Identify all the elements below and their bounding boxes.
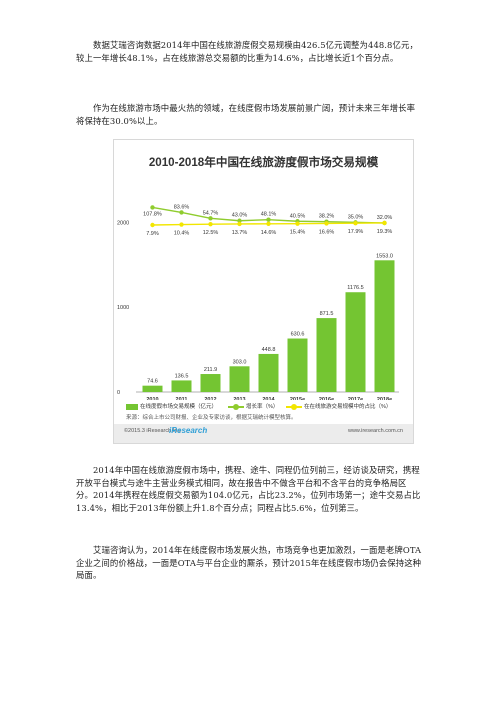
growth-rate-point bbox=[237, 218, 242, 223]
share-label: 10.4% bbox=[174, 231, 190, 237]
bar bbox=[345, 292, 366, 392]
share-point bbox=[208, 221, 213, 227]
bar-value-label: 136.5 bbox=[175, 373, 189, 379]
bar bbox=[258, 353, 279, 392]
x-tick-label: 2015e bbox=[290, 397, 305, 400]
share-label: 14.6% bbox=[261, 230, 277, 236]
chart-source: 来源：综合上市公司财报、企业及专家访谈，根据艾瑞统计模型核算。 bbox=[126, 415, 297, 421]
bar-value-label: 1553.0 bbox=[376, 253, 393, 259]
bar-value-label: 74.6 bbox=[147, 379, 158, 385]
bar-value-label: 448.8 bbox=[262, 347, 276, 353]
chart-svg: 0 1000 2000 74.6 136.5 211.9 303.0 448.8 630.6 87… bbox=[117, 204, 399, 400]
chart-figure: 2010-2018年中国在线旅游度假市场交易规模 0 1000 2000 74.6 13… bbox=[113, 139, 414, 444]
growth-rate-point bbox=[266, 217, 271, 222]
bar bbox=[171, 380, 192, 392]
bar-value-label: 1176.5 bbox=[347, 285, 363, 291]
share-label: 15.4% bbox=[290, 230, 306, 236]
legend-label-share: 在在线旅游交易规模中的占比（%） bbox=[304, 404, 392, 410]
legend-swatch-share bbox=[286, 403, 302, 410]
growth-rate-label: 43.0% bbox=[232, 213, 248, 219]
share-point bbox=[295, 221, 300, 226]
legend-swatch-growth bbox=[228, 403, 244, 410]
paragraph-1: 数据艾瑞咨询数据2014年中国在线旅游度假交易规模由426.5亿元调整为448.… bbox=[76, 40, 418, 63]
chart-footer: ©2015.3 iResearch Inc. iResearch www.ire… bbox=[114, 424, 413, 443]
x-tick-label: 2012 bbox=[204, 397, 216, 400]
bar bbox=[200, 374, 221, 392]
legend-label-growth: 增长率（%） bbox=[246, 404, 279, 410]
share-point bbox=[382, 220, 387, 226]
bar bbox=[142, 385, 163, 392]
paragraph-3: 2014年中国在线旅游度假市场中，携程、途牛、同程仍位列前三，经访谈及研究，携程… bbox=[76, 465, 421, 513]
share-label: 16.6% bbox=[319, 229, 335, 235]
bar bbox=[229, 366, 250, 392]
growth-rate-label: 48.1% bbox=[261, 212, 277, 218]
share-point bbox=[237, 221, 242, 227]
share-label: 12.5% bbox=[203, 230, 219, 236]
bar bbox=[316, 318, 337, 392]
x-tick-label: 2010 bbox=[146, 397, 158, 400]
growth-rate-point bbox=[208, 216, 213, 221]
x-tick-label: 2016e bbox=[319, 397, 334, 400]
share-point bbox=[266, 221, 271, 226]
bar bbox=[287, 338, 308, 392]
x-tick-label: 2011 bbox=[176, 397, 188, 400]
share-label: 17.9% bbox=[348, 229, 364, 235]
growth-rate-label: 83.6% bbox=[174, 204, 190, 210]
source-url: www.iresearch.com.cn bbox=[347, 428, 403, 434]
x-tick-label: 2014 bbox=[262, 397, 275, 400]
bar-value-label: 871.5 bbox=[320, 311, 334, 317]
y-tick-label: 0 bbox=[117, 390, 120, 396]
growth-rate-label: 54.7% bbox=[203, 210, 219, 216]
legend-swatch-bars bbox=[126, 403, 138, 410]
growth-rate-point bbox=[150, 205, 155, 210]
growth-rate-label: 35.0% bbox=[348, 214, 364, 220]
x-tick-label: 2013 bbox=[233, 397, 245, 400]
bar bbox=[374, 260, 395, 392]
share-label: 13.7% bbox=[232, 230, 248, 236]
growth-rate-label: 32.0% bbox=[377, 215, 393, 221]
share-point bbox=[179, 222, 184, 227]
share-label: 19.3% bbox=[377, 229, 393, 235]
share-label: 7.9% bbox=[146, 231, 159, 237]
x-tick-label: 2017e bbox=[348, 397, 363, 400]
growth-rate-label: 40.5% bbox=[290, 213, 306, 219]
growth-rate-point bbox=[179, 210, 184, 215]
paragraph-2: 作为在线旅游市场中最火热的领域，在线度假市场发展前景广阔，预计未来三年增长率将保… bbox=[76, 103, 416, 126]
chart-legend: 在线度假市场交易规模（亿元） 增长率（%） 在在线旅游交易规模中的占比（%） bbox=[126, 402, 401, 411]
paragraph-4: 艾瑞咨询认为，2014年在线度假市场发展火热，市场竞争也更加激烈，一面是老牌OT… bbox=[76, 545, 422, 581]
bar-value-label: 303.0 bbox=[233, 359, 247, 365]
share-point bbox=[353, 221, 358, 226]
legend-item-share: 在在线旅游交易规模中的占比（%） bbox=[286, 402, 391, 410]
iresearch-logo: iResearch bbox=[169, 426, 208, 435]
legend-item-growth: 增长率（%） bbox=[228, 402, 278, 410]
growth-rate-label: 38.2% bbox=[319, 214, 335, 220]
share-point bbox=[324, 221, 329, 226]
x-tick-label: 2018e bbox=[377, 397, 392, 400]
share-point bbox=[150, 222, 155, 228]
bar-value-label: 211.9 bbox=[204, 367, 217, 373]
chart-title: 2010-2018年中国在线旅游度假市场交易规模 bbox=[148, 156, 379, 169]
legend-item-bars: 在线度假市场交易规模（亿元） bbox=[126, 402, 217, 410]
legend-label-bars: 在线度假市场交易规模（亿元） bbox=[140, 404, 218, 410]
growth-rate-label: 107.8% bbox=[143, 211, 162, 217]
y-tick-label: 2000 bbox=[117, 220, 129, 226]
bar-value-label: 630.6 bbox=[291, 332, 305, 338]
copyright-text: ©2015.3 iResearch Inc. bbox=[124, 428, 182, 434]
y-tick-label: 1000 bbox=[117, 305, 129, 311]
